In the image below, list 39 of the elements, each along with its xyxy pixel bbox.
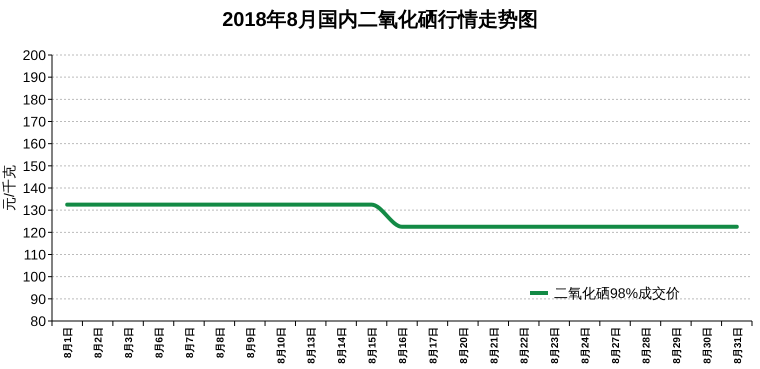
- y-tick-label: 180: [22, 91, 46, 108]
- x-tick-label: 8月3日: [124, 327, 136, 358]
- y-tick-label: 160: [22, 136, 46, 152]
- x-tick-label: 8月20日: [458, 327, 470, 364]
- x-tick-label: 8月24日: [580, 327, 592, 364]
- x-tick-label: 8月29日: [672, 327, 683, 364]
- y-axis-title: 元/千克: [1, 165, 17, 211]
- x-tick-label: 8月28日: [641, 327, 652, 364]
- chart-title: 2018年8月国内二氧化硒行情走势图: [222, 9, 538, 31]
- x-tick-label: 8月21日: [489, 327, 500, 364]
- x-tick-label: 8月2日: [94, 327, 105, 358]
- x-tick-label: 8月13日: [306, 327, 318, 364]
- y-tick-label: 130: [22, 202, 46, 218]
- x-tick-label: 8月10日: [276, 327, 288, 364]
- x-tick-label: 8月15日: [368, 327, 379, 364]
- x-tick-label: 8月17日: [428, 327, 440, 364]
- y-tick-label: 200: [22, 47, 46, 63]
- y-tick-label: 140: [22, 180, 46, 196]
- x-tick-label: 8月7日: [184, 327, 196, 358]
- x-tick-label: 8月1日: [63, 327, 74, 358]
- y-tick-label: 90: [30, 290, 46, 307]
- x-tick-label: 8月31日: [732, 327, 744, 364]
- y-tick-label: 80: [30, 313, 46, 329]
- x-tick-label: 8月23日: [550, 327, 562, 364]
- y-tick-label: 190: [22, 69, 46, 86]
- x-tick-label: 8月6日: [154, 327, 166, 358]
- y-tick-label: 120: [22, 224, 46, 240]
- x-tick-label: 8月9日: [246, 327, 257, 358]
- legend-label: 二氧化硒98%成交价: [554, 285, 680, 301]
- x-tick-label: 8月16日: [398, 327, 409, 364]
- x-tick-label: 8月22日: [520, 327, 531, 364]
- x-tick-label: 8月8日: [215, 327, 226, 358]
- y-tick-label: 100: [22, 268, 46, 285]
- x-tick-label: 8月14日: [337, 327, 348, 364]
- y-tick-label: 150: [22, 158, 46, 174]
- y-tick-label: 110: [24, 246, 46, 262]
- y-tick-label: 170: [22, 114, 46, 130]
- x-tick-label: 8月30日: [702, 327, 714, 364]
- x-tick-label: 8月27日: [611, 327, 622, 364]
